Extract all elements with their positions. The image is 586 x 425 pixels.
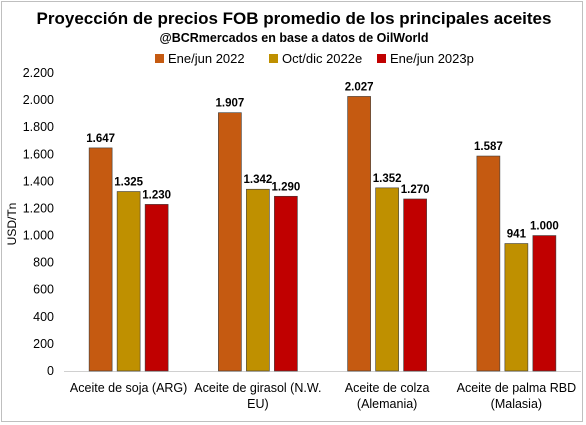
category-label: Aceite de palma RBD (Malasia)	[457, 381, 577, 411]
y-tick-label: 1.000	[23, 229, 54, 243]
y-tick-label: 2.200	[23, 66, 54, 80]
bar	[274, 196, 297, 371]
bar	[348, 96, 371, 371]
y-tick-label: 400	[33, 310, 54, 324]
legend-swatch	[269, 54, 278, 63]
legend-swatch	[377, 54, 386, 63]
chart-title: Proyección de precios FOB promedio de lo…	[37, 9, 552, 28]
data-label: 1.270	[401, 184, 430, 196]
y-axis-label: USD/Tn	[5, 203, 19, 246]
bar	[218, 113, 241, 371]
bar	[117, 192, 140, 371]
chart-subtitle: @BCRmercados en base a datos de OilWorld	[160, 31, 429, 45]
legend-label: Ene/jun 2023p	[390, 51, 474, 66]
y-tick-label: 800	[33, 256, 54, 270]
bar	[246, 189, 269, 371]
legend-label: Ene/jun 2022	[168, 51, 245, 66]
y-tick-label: 1.800	[23, 120, 54, 134]
data-label: 1.290	[271, 181, 300, 193]
data-label: 1.587	[474, 141, 503, 153]
y-tick-label: 1.600	[23, 147, 54, 161]
data-label: 1.000	[530, 221, 559, 233]
data-label: 1.907	[215, 98, 244, 110]
y-tick-label: 0	[47, 364, 54, 378]
data-label: 1.325	[114, 177, 143, 189]
y-tick-label: 1.200	[23, 201, 54, 215]
bar	[376, 188, 399, 371]
bars	[89, 96, 556, 371]
data-label: 941	[507, 229, 527, 241]
y-tick-label: 1.400	[23, 174, 54, 188]
data-label: 2.027	[345, 81, 374, 93]
bar	[404, 199, 427, 371]
data-label: 1.230	[142, 189, 171, 201]
x-axis: Aceite de soja (ARG) Aceite de girasol (N…	[70, 381, 576, 411]
bar	[505, 244, 528, 371]
category-label: Aceite de soja (ARG)	[70, 381, 187, 395]
y-tick-label: 2.000	[23, 93, 54, 107]
data-label: 1.352	[373, 173, 402, 185]
y-tick-label: 200	[33, 337, 54, 351]
data-label: 1.342	[243, 174, 272, 186]
category-label: Aceite de girasol (N.W. EU)	[194, 381, 321, 411]
category-label: Aceite de colza (Alemania)	[345, 381, 430, 411]
bar	[145, 204, 168, 371]
bar	[533, 236, 556, 371]
legend: Ene/jun 2022 Oct/dic 2022e Ene/jun 2023p	[155, 51, 474, 66]
bar	[477, 156, 500, 371]
data-label: 1.647	[86, 133, 115, 145]
legend-label: Oct/dic 2022e	[282, 51, 362, 66]
y-tick-label: 600	[33, 283, 54, 297]
bar	[89, 148, 112, 371]
legend-swatch	[155, 54, 164, 63]
